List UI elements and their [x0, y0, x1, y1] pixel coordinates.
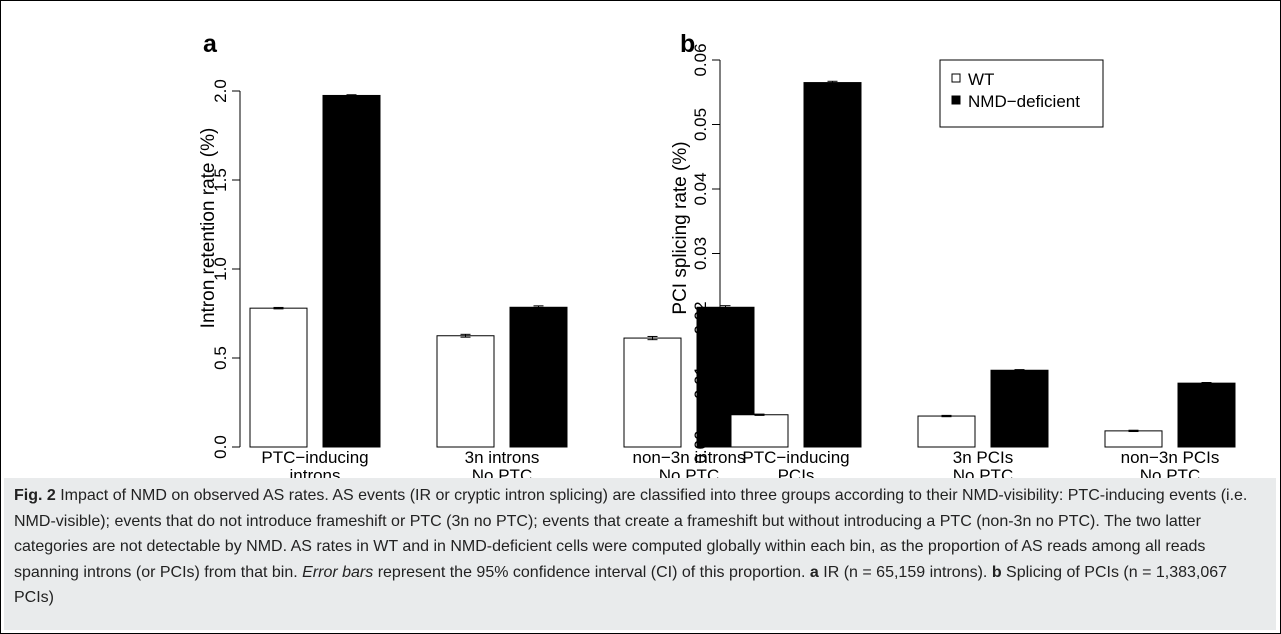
- y-tick-label: 0.02: [691, 301, 710, 334]
- legend-swatch: [951, 73, 961, 83]
- x-tick-label: introns: [289, 466, 340, 480]
- bar: [322, 94, 381, 448]
- y-tick-label: 2.0: [211, 79, 230, 103]
- x-tick-label: 3n introns: [465, 448, 540, 467]
- caption-panel-b: b: [991, 563, 1002, 581]
- caption-text-1: Impact of NMD on observed AS rates. AS e…: [14, 487, 1248, 581]
- figure-caption: Fig. 2 Impact of NMD on observed AS rate…: [14, 483, 1269, 611]
- x-tick-label: No PTC: [659, 466, 719, 480]
- y-tick-label: 0.04: [691, 172, 710, 205]
- y-axis-label: Intron retention rate (%): [198, 128, 219, 329]
- y-tick-label: 1.0: [211, 257, 230, 281]
- y-tick-label: 0.03: [691, 237, 710, 270]
- caption-text-4: Splicing of PCIs (n = 1,383,067 PCIs): [14, 563, 1228, 607]
- x-tick-label: non−3n introns: [633, 448, 746, 467]
- x-tick-label: 3n PCIs: [953, 448, 1013, 467]
- x-tick-label: No PTC: [1140, 466, 1200, 480]
- y-tick-label: 0.0: [211, 435, 230, 459]
- y-tick-label: 0.06: [691, 43, 710, 76]
- x-tick-label: No PTC: [472, 466, 532, 480]
- y-tick-label: 0.01: [691, 366, 710, 399]
- bar: [249, 307, 308, 448]
- caption-text-3: IR (n = 65,159 introns).: [818, 563, 992, 581]
- y-tick-label: 0.00: [691, 430, 710, 463]
- x-tick-label: PTC−inducing: [742, 448, 849, 467]
- bar: [730, 414, 789, 448]
- y-axis-label: PCI splicing rate (%): [670, 141, 691, 314]
- x-tick-label: PTC−inducing: [261, 448, 368, 467]
- panel-a: a 0.0 0.5 1.0 1.5 2.0 Intron retention rate (%…: [198, 30, 755, 480]
- caption-panel-a: a: [809, 563, 819, 581]
- x-tick-label: non−3n PCIs: [1121, 448, 1220, 467]
- x-tick-label: No PTC: [953, 466, 1013, 480]
- bar: [917, 415, 976, 448]
- bar: [509, 306, 568, 448]
- panel-letter: b: [680, 30, 695, 58]
- bar: [803, 82, 862, 448]
- legend-swatch: [951, 95, 961, 105]
- figure-chart: a 0.0 0.5 1.0 1.5 2.0 Intron retention rate (%…: [198, 30, 1236, 480]
- caption-label: Fig. 2: [14, 487, 56, 504]
- x-tick-label: PCIs: [778, 466, 815, 480]
- y-tick-label: 0.5: [211, 346, 230, 370]
- legend-label: NMD−deficient: [968, 92, 1080, 111]
- panel-b: b 0.00 0.01 0.02 0.03 0.04 0.05 0.06 PCI splicin…: [670, 30, 1236, 480]
- y-tick-label: 1.5: [211, 168, 230, 192]
- bar: [1177, 382, 1236, 448]
- legend-label: WT: [968, 70, 994, 89]
- panel-letter: a: [203, 30, 218, 58]
- caption-error-bars: Error bars: [302, 563, 374, 581]
- bar: [436, 335, 495, 448]
- y-tick-label: 0.05: [691, 108, 710, 141]
- bar: [990, 369, 1049, 448]
- caption-text-2: represent the 95% confidence interval (C…: [373, 563, 810, 581]
- bar: [623, 337, 682, 448]
- caption-background: [4, 478, 1276, 630]
- legend-box: [939, 59, 1104, 128]
- bar: [1104, 430, 1163, 448]
